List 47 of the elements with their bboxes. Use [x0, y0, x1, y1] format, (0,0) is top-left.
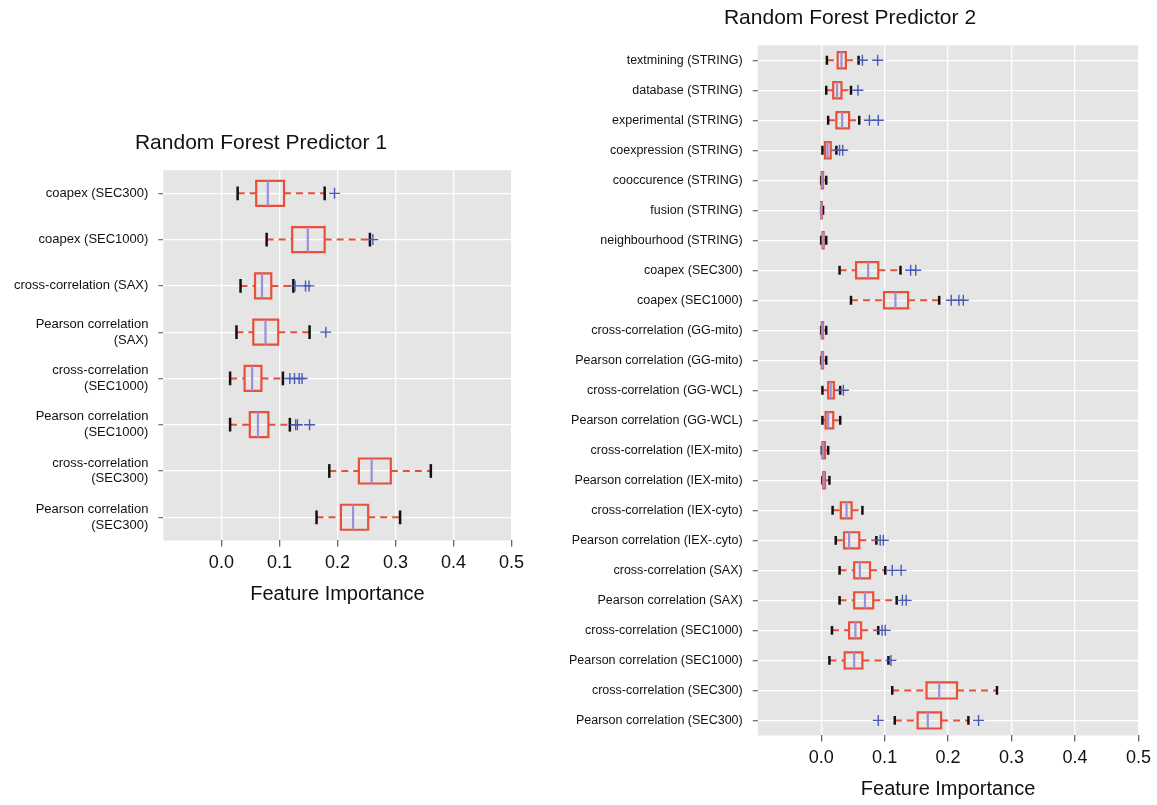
y-tick-label: database (STRING) [632, 82, 743, 97]
y-tick-label: Pearson correlation (SEC1000) [569, 652, 743, 667]
y-tick-label: cross-correlation (SEC300) [591, 682, 743, 697]
y-tick-label: coapex (SEC300) [45, 184, 149, 200]
y-tick-label: cross-correlation (SEC1000) [585, 622, 743, 637]
x-tick-label: 0.4 [440, 552, 466, 573]
x-tick-label: 0.0 [208, 552, 234, 573]
y-tick-label: Pearson correlation (SAX) [597, 592, 743, 607]
x-tick-label: 0.2 [324, 552, 350, 573]
x-tick-label: 0.0 [808, 747, 834, 768]
y-tick-label: coapex (SEC1000) [637, 292, 743, 307]
x-tick-label: 0.5 [1125, 747, 1151, 768]
y-tick-label: cross-correlation (SAX) [13, 277, 149, 293]
y-tick-label: coapex (SEC1000) [38, 231, 149, 247]
y-tick-label: coapex (SEC300) [644, 262, 743, 277]
y-tick-label: cross-correlation (SAX) [613, 562, 743, 577]
y-tick-label: cooccurence (STRING) [612, 172, 743, 187]
x-axis-title: Feature Importance [250, 581, 425, 604]
y-tick-label: Pearson correlation (GG-WCL) [571, 412, 743, 427]
chart-title: Random Forest Predictor 2 [723, 5, 977, 29]
chart-title: Random Forest Predictor 1 [134, 130, 388, 154]
x-axis-title: Feature Importance [860, 776, 1036, 799]
y-tick-label: Pearson correlation (SEC300) [575, 712, 743, 727]
x-tick-label: 0.1 [872, 747, 898, 768]
x-tick-label: 0.5 [498, 552, 524, 573]
x-tick-label: 0.4 [1062, 747, 1088, 768]
y-tick-label: neighbourhood (STRING) [600, 232, 743, 247]
y-tick-label: Pearson correlation (IEX-.cyto) [571, 532, 743, 547]
x-tick-label: 0.3 [999, 747, 1025, 768]
x-tick-label: 0.3 [382, 552, 408, 573]
y-tick-label: Pearson correlation (SAX) [35, 315, 149, 347]
y-tick-label: experimental (STRING) [612, 112, 743, 127]
y-tick-label: cross-correlation (GG-WCL) [587, 382, 743, 397]
x-tick-label: 0.2 [935, 747, 961, 768]
y-tick-label: fusion (STRING) [650, 202, 743, 217]
y-tick-label: cross-correlation (IEX-mito) [590, 442, 743, 457]
y-tick-label: cross-correlation (IEX-cyto) [591, 502, 743, 517]
y-tick-label: textmining (STRING) [626, 52, 743, 67]
y-tick-label: cross-correlation (GG-mito) [591, 322, 743, 337]
y-tick-label: cross-correlation (SEC1000) [52, 362, 149, 393]
y-tick-label: Pearson correlation (IEX-mito) [574, 472, 743, 487]
y-tick-label: Pearson correlation (SEC300) [35, 501, 149, 532]
y-tick-label: coexpression (STRING) [610, 142, 743, 157]
y-tick-label: Pearson correlation (GG-mito) [575, 352, 743, 367]
y-tick-label: cross-correlation (SEC300) [52, 454, 149, 486]
y-tick-label: Pearson correlation (SEC1000) [35, 408, 149, 440]
x-tick-label: 0.1 [266, 552, 292, 573]
